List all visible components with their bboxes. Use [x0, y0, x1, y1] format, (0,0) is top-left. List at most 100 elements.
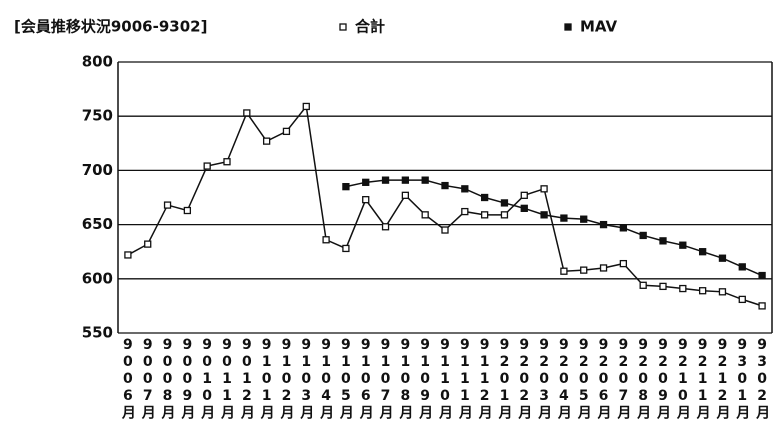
chart-title: [会員推移状況9006-9302]: [14, 18, 207, 36]
data-point: [381, 176, 390, 184]
data-point: [441, 181, 449, 190]
data-point: [163, 201, 172, 209]
x-tick-label: 9010月: [199, 337, 216, 420]
x-tick-label: 9105月: [338, 337, 355, 420]
series-line: [345, 179, 763, 277]
x-tick-label: 9208月: [635, 337, 652, 420]
x-tick-label: 9106月: [358, 337, 375, 420]
x-tick-label: 9012月: [239, 337, 256, 420]
y-tick-label: 550: [82, 324, 113, 342]
legend-label: 合計: [354, 18, 385, 36]
x-tick-label: 9009月: [179, 337, 196, 420]
data-point: [500, 199, 509, 207]
data-point: [362, 196, 370, 204]
x-tick-label: 9006月: [120, 337, 137, 420]
data-point: [639, 231, 647, 240]
data-point: [461, 185, 469, 193]
legend-marker: [339, 23, 347, 31]
data-point: [480, 193, 489, 202]
x-tick-label: 9104月: [318, 337, 335, 420]
data-point: [619, 224, 628, 232]
x-tick-label: 9211月: [695, 337, 712, 420]
x-tick-label: 9011月: [219, 337, 236, 420]
data-point: [540, 211, 548, 219]
x-tick-label: 9108月: [397, 337, 414, 420]
data-point: [520, 191, 528, 199]
data-point: [679, 284, 687, 293]
data-point: [441, 226, 449, 234]
x-tick-label: 9205月: [576, 337, 593, 420]
data-point: [560, 267, 568, 275]
x-tick-label: 9109月: [417, 337, 434, 420]
x-tick-label: 9103月: [298, 337, 315, 420]
data-point: [381, 223, 390, 231]
data-point: [302, 102, 310, 111]
data-point: [758, 271, 766, 280]
x-tick-label: 9201月: [496, 337, 513, 420]
data-point: [698, 287, 707, 295]
x-tick-label: 9111月: [457, 337, 474, 420]
data-point: [738, 295, 746, 304]
data-point: [461, 207, 469, 216]
x-tick-label: 9302月: [754, 337, 771, 420]
x-tick-label: 9206月: [596, 337, 613, 420]
data-point: [401, 191, 410, 199]
x-tick-label: 9101月: [259, 337, 276, 420]
data-point: [262, 137, 271, 145]
x-tick-label: 9209月: [655, 337, 672, 420]
x-tick-label: 9110月: [437, 337, 454, 420]
data-point: [679, 241, 687, 249]
data-point: [500, 211, 509, 219]
data-point: [639, 281, 647, 289]
data-point: [124, 251, 132, 259]
legend-marker: [564, 23, 572, 31]
data-point: [599, 220, 608, 229]
data-point: [580, 266, 588, 274]
x-tick-label: 9203月: [536, 337, 553, 420]
x-tick-label: 9102月: [278, 337, 295, 420]
data-point: [758, 302, 766, 310]
data-point: [540, 185, 548, 193]
data-point: [322, 236, 330, 244]
data-point: [223, 158, 231, 166]
data-point: [421, 211, 429, 219]
legend-label: MAV: [580, 18, 618, 36]
data-point: [580, 215, 588, 223]
data-point: [698, 248, 707, 256]
data-point: [342, 183, 350, 191]
data-point: [718, 288, 727, 296]
data-point: [738, 263, 746, 271]
y-tick-label: 700: [82, 161, 113, 179]
x-tick-label: 9112月: [477, 337, 494, 420]
y-tick-label: 600: [82, 269, 113, 287]
data-point: [520, 204, 528, 212]
data-point: [421, 176, 429, 184]
data-point: [282, 127, 291, 136]
data-point: [401, 176, 410, 184]
data-point: [560, 214, 568, 222]
data-point: [243, 109, 251, 117]
x-tick-label: 9210月: [675, 337, 692, 420]
data-point: [342, 244, 350, 253]
x-tick-label: 9107月: [378, 337, 395, 420]
x-tick-label: 9301月: [734, 337, 751, 420]
y-tick-label: 750: [82, 107, 113, 125]
x-tick-label: 9007月: [140, 337, 157, 420]
data-point: [599, 264, 608, 272]
data-point: [203, 162, 211, 170]
x-tick-label: 9204月: [556, 337, 573, 420]
x-tick-label: 9207月: [615, 337, 632, 420]
data-point: [480, 211, 489, 219]
data-point: [718, 254, 727, 262]
y-tick-label: 800: [82, 53, 113, 71]
data-point: [659, 282, 667, 291]
data-point: [144, 240, 152, 248]
data-point: [659, 237, 667, 245]
data-point: [362, 178, 370, 186]
x-tick-label: 9202月: [516, 337, 533, 420]
data-point: [619, 259, 628, 268]
data-point: [183, 206, 192, 215]
series-line: [127, 104, 763, 307]
